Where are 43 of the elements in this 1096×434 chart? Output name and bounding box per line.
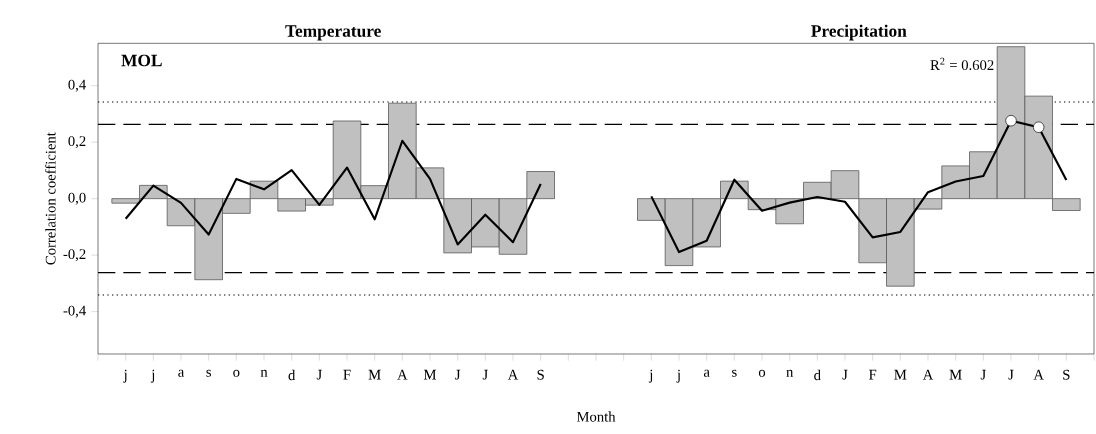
y-tick-label: -0,4	[63, 305, 86, 318]
x-tick-label: M	[894, 369, 907, 380]
y-axis-title: Correlation coefficient	[45, 132, 56, 265]
x-tick-label: A	[507, 369, 519, 380]
x-tick-label: j	[676, 369, 680, 383]
x-tick-label: J	[455, 369, 461, 380]
x-tick-label: a	[178, 369, 185, 377]
x-tick-label: F	[343, 369, 351, 380]
x-tick-label: J	[482, 369, 488, 380]
x-tick-label: S	[537, 369, 544, 380]
x-tick-label: A	[1033, 369, 1044, 380]
x-tick-label: J	[980, 369, 986, 380]
annotation: R$^{2}$ = 0.602	[930, 57, 994, 71]
x-tick-label: M	[423, 369, 437, 380]
x-tick-label: n	[786, 369, 794, 377]
x-tick-label: s	[206, 369, 211, 377]
y-tick-label: 0,2	[68, 136, 86, 149]
x-tick-label: J	[1008, 369, 1014, 380]
x-tick-label: A	[397, 369, 408, 380]
x-tick-label: M	[949, 369, 962, 380]
x-tick-label: d	[814, 369, 821, 381]
x-tick-label: a	[703, 369, 710, 377]
x-tick-label: o	[233, 369, 240, 377]
y-tick-label: 0,0	[68, 192, 86, 205]
x-axis-title: Month	[576, 411, 616, 422]
x-tick-label: J	[842, 369, 848, 380]
x-tick-label: d	[288, 369, 296, 381]
x-tick-label: o	[758, 369, 766, 377]
x-tick-label: j	[123, 369, 127, 383]
x-tick-label: s	[732, 369, 737, 377]
x-tick-label: j	[648, 369, 653, 383]
y-tick-label: -0,2	[63, 249, 86, 262]
x-tick-label: A	[922, 369, 934, 380]
text: Precipitation	[811, 24, 907, 41]
x-tick-label: j	[150, 369, 155, 383]
x-tick-label: F	[869, 369, 877, 380]
x-tick-label: n	[260, 369, 268, 377]
text: Temperature	[285, 25, 381, 41]
y-tick-label: 0,4	[68, 79, 86, 92]
x-tick-label: S	[1063, 369, 1070, 380]
x-tick-label: J	[316, 369, 322, 380]
x-tick-label: M	[368, 369, 381, 380]
annotation: MOL	[121, 54, 162, 67]
